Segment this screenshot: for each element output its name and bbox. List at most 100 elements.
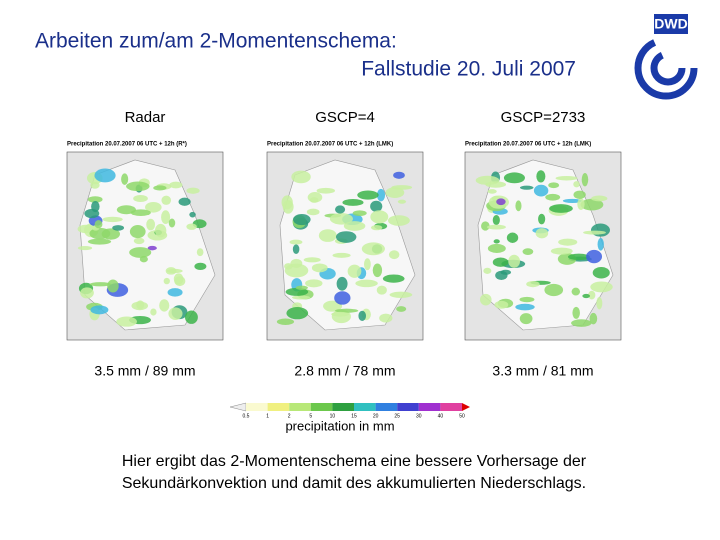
rain-cell	[342, 199, 364, 206]
map-title: Precipitation 20.07.2007 06 UTC + 12h (R…	[67, 142, 187, 148]
rain-cell	[379, 313, 393, 323]
colorbar-cell	[267, 403, 290, 411]
rain-cell	[286, 307, 309, 320]
colorbar-cell	[418, 403, 441, 411]
rain-cell	[136, 300, 145, 310]
rain-cell	[90, 305, 109, 315]
rain-cell	[582, 293, 590, 299]
rain-cell	[154, 223, 167, 238]
rain-cell	[590, 223, 610, 237]
map-border	[464, 151, 622, 341]
map-border	[66, 151, 224, 341]
rain-cell	[519, 185, 534, 190]
rain-cell	[116, 316, 137, 327]
rain-cell	[487, 243, 506, 253]
map-border	[266, 151, 424, 341]
rain-cell	[186, 223, 197, 230]
rain-cell	[186, 187, 200, 194]
rain-cell	[589, 312, 598, 325]
panel-stats: 3.3 mm / 81 mm	[492, 363, 593, 379]
rain-cell	[303, 257, 321, 263]
rain-cell	[121, 173, 129, 185]
rain-cell	[276, 318, 295, 326]
colorbar-cell	[375, 403, 398, 411]
rain-cell	[94, 220, 103, 229]
rain-cell	[515, 303, 535, 311]
colorbar-tick-label: 25	[394, 413, 400, 419]
rain-cell	[94, 168, 116, 183]
rain-cell	[475, 175, 500, 185]
rain-cell	[130, 209, 151, 216]
rain-cell	[376, 285, 387, 295]
rain-cell	[295, 285, 308, 290]
rain-cell	[332, 252, 351, 258]
rain-cell	[357, 190, 379, 200]
rain-cell	[284, 263, 293, 270]
rain-cell	[145, 202, 162, 213]
rain-cell	[567, 253, 590, 261]
title-line: Arbeiten zum/am 2-Momentenschema:	[35, 30, 397, 53]
rain-cell	[305, 279, 323, 288]
rain-cell	[163, 277, 170, 285]
rain-cell	[307, 192, 323, 203]
rain-cell	[555, 175, 578, 181]
rain-cell	[84, 208, 100, 219]
colorbar-cell	[354, 403, 376, 411]
rain-cell	[492, 257, 509, 267]
rain-cell	[150, 308, 157, 316]
rain-cell	[318, 229, 337, 242]
rain-cell	[292, 244, 300, 255]
rain-cell	[550, 247, 573, 255]
rain-cell	[549, 204, 573, 213]
rain-cell	[173, 273, 184, 285]
rain-cell	[331, 311, 350, 317]
rain-cell	[161, 210, 171, 225]
colorbar-tick-label: 30	[416, 413, 422, 419]
rain-cell	[487, 224, 506, 230]
rain-cell	[580, 198, 604, 211]
colorbar-cell	[332, 403, 354, 411]
rain-cell	[503, 172, 525, 184]
rain-cell	[336, 276, 348, 291]
rain-cell	[323, 300, 343, 312]
rain-cell	[571, 287, 581, 296]
rain-cell	[194, 262, 207, 271]
rain-cell	[329, 213, 353, 225]
rain-cell	[112, 225, 125, 231]
rain-cell	[372, 263, 383, 278]
rain-cell	[169, 181, 183, 189]
logo-swirl	[650, 50, 686, 86]
rain-cell	[87, 238, 112, 245]
rain-cell	[545, 193, 561, 201]
rain-cell	[347, 264, 362, 278]
rain-cell	[548, 182, 560, 189]
rain-cell	[590, 281, 613, 293]
rain-cell	[361, 242, 385, 256]
colorbar-tick-label: 0.5	[243, 413, 250, 419]
rain-cell	[571, 319, 592, 327]
rain-cell	[382, 274, 405, 283]
rain-cell	[343, 221, 366, 231]
rain-cell	[493, 239, 500, 244]
rain-cell	[506, 232, 519, 243]
rain-cell	[184, 310, 198, 324]
rain-cell	[389, 291, 413, 298]
rain-cell	[385, 187, 405, 198]
colorbar-end	[229, 402, 247, 412]
map-title: Precipitation 20.07.2007 06 UTC + 12h (L…	[267, 142, 393, 148]
rain-cell	[370, 225, 383, 231]
rain-cell	[89, 227, 111, 240]
rain-cell	[480, 293, 492, 306]
rain-cell	[291, 170, 311, 184]
colorbar-tick-label: 50	[459, 413, 465, 419]
logo: DWD	[634, 14, 698, 100]
rain-cell	[536, 170, 546, 183]
colorbar-cell	[310, 403, 333, 411]
rain-cell	[533, 184, 549, 197]
rain-cell	[129, 247, 152, 258]
rain-cell	[572, 306, 580, 319]
rain-cell	[196, 248, 204, 257]
panels: Radar Precipitation 20.07.2007 06 UTC + 1…	[65, 109, 623, 379]
rain-cell	[538, 213, 546, 225]
rain-cell	[396, 306, 407, 312]
